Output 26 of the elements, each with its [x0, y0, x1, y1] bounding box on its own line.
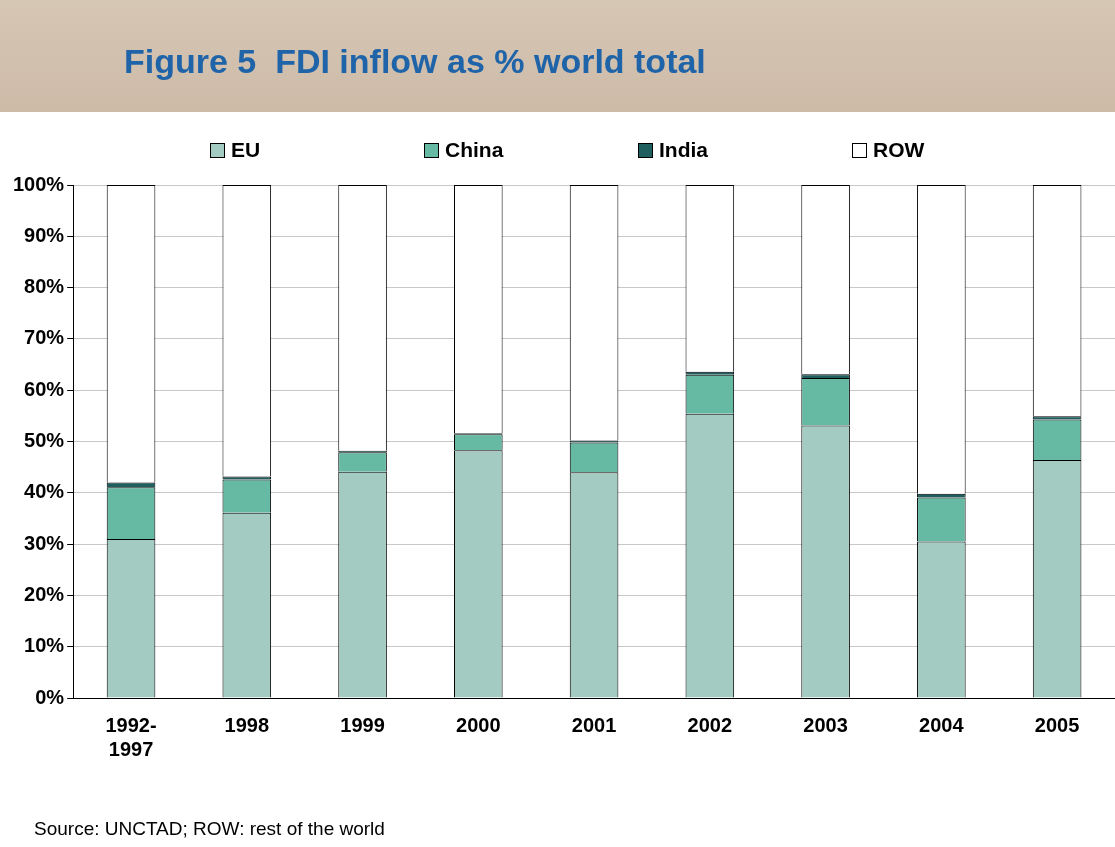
y-tick-label: 100%: [13, 172, 65, 195]
series-label: ROW: [873, 138, 925, 162]
x-tick-label: 2000: [456, 713, 501, 736]
x-tick-label: 2004: [919, 713, 965, 736]
x-tick-label: 2002: [687, 713, 733, 736]
source-note: Source: UNCTAD; ROW: rest of the world: [34, 818, 385, 840]
y-tick-label: 10%: [24, 634, 65, 657]
y-tick-label: 40%: [24, 480, 65, 503]
x-tick-label: 2003: [803, 713, 848, 736]
x-tick-label: 1998: [224, 713, 270, 736]
y-tick-label: 0%: [35, 685, 65, 708]
x-tick-label: 1999: [340, 713, 385, 736]
y-tick-label: 90%: [24, 223, 65, 246]
legend-label: China: [445, 138, 504, 162]
y-tick-label: 70%: [24, 326, 65, 349]
chart-title: Figure 5 FDI inflow as % world total: [124, 42, 706, 81]
x-tick-label: 2005: [1034, 713, 1080, 736]
y-tick-label: 30%: [24, 531, 65, 554]
y-tick-label: 20%: [24, 582, 65, 605]
legend-label: India: [659, 138, 709, 162]
y-tick-label: 60%: [24, 377, 65, 400]
y-tick-label: 80%: [24, 275, 65, 298]
y-tick-label: 50%: [24, 429, 65, 452]
x-tick-label: 2001: [571, 713, 617, 736]
x-tick-label: 1992-1997: [105, 713, 157, 760]
legend-label: EU: [231, 138, 261, 162]
